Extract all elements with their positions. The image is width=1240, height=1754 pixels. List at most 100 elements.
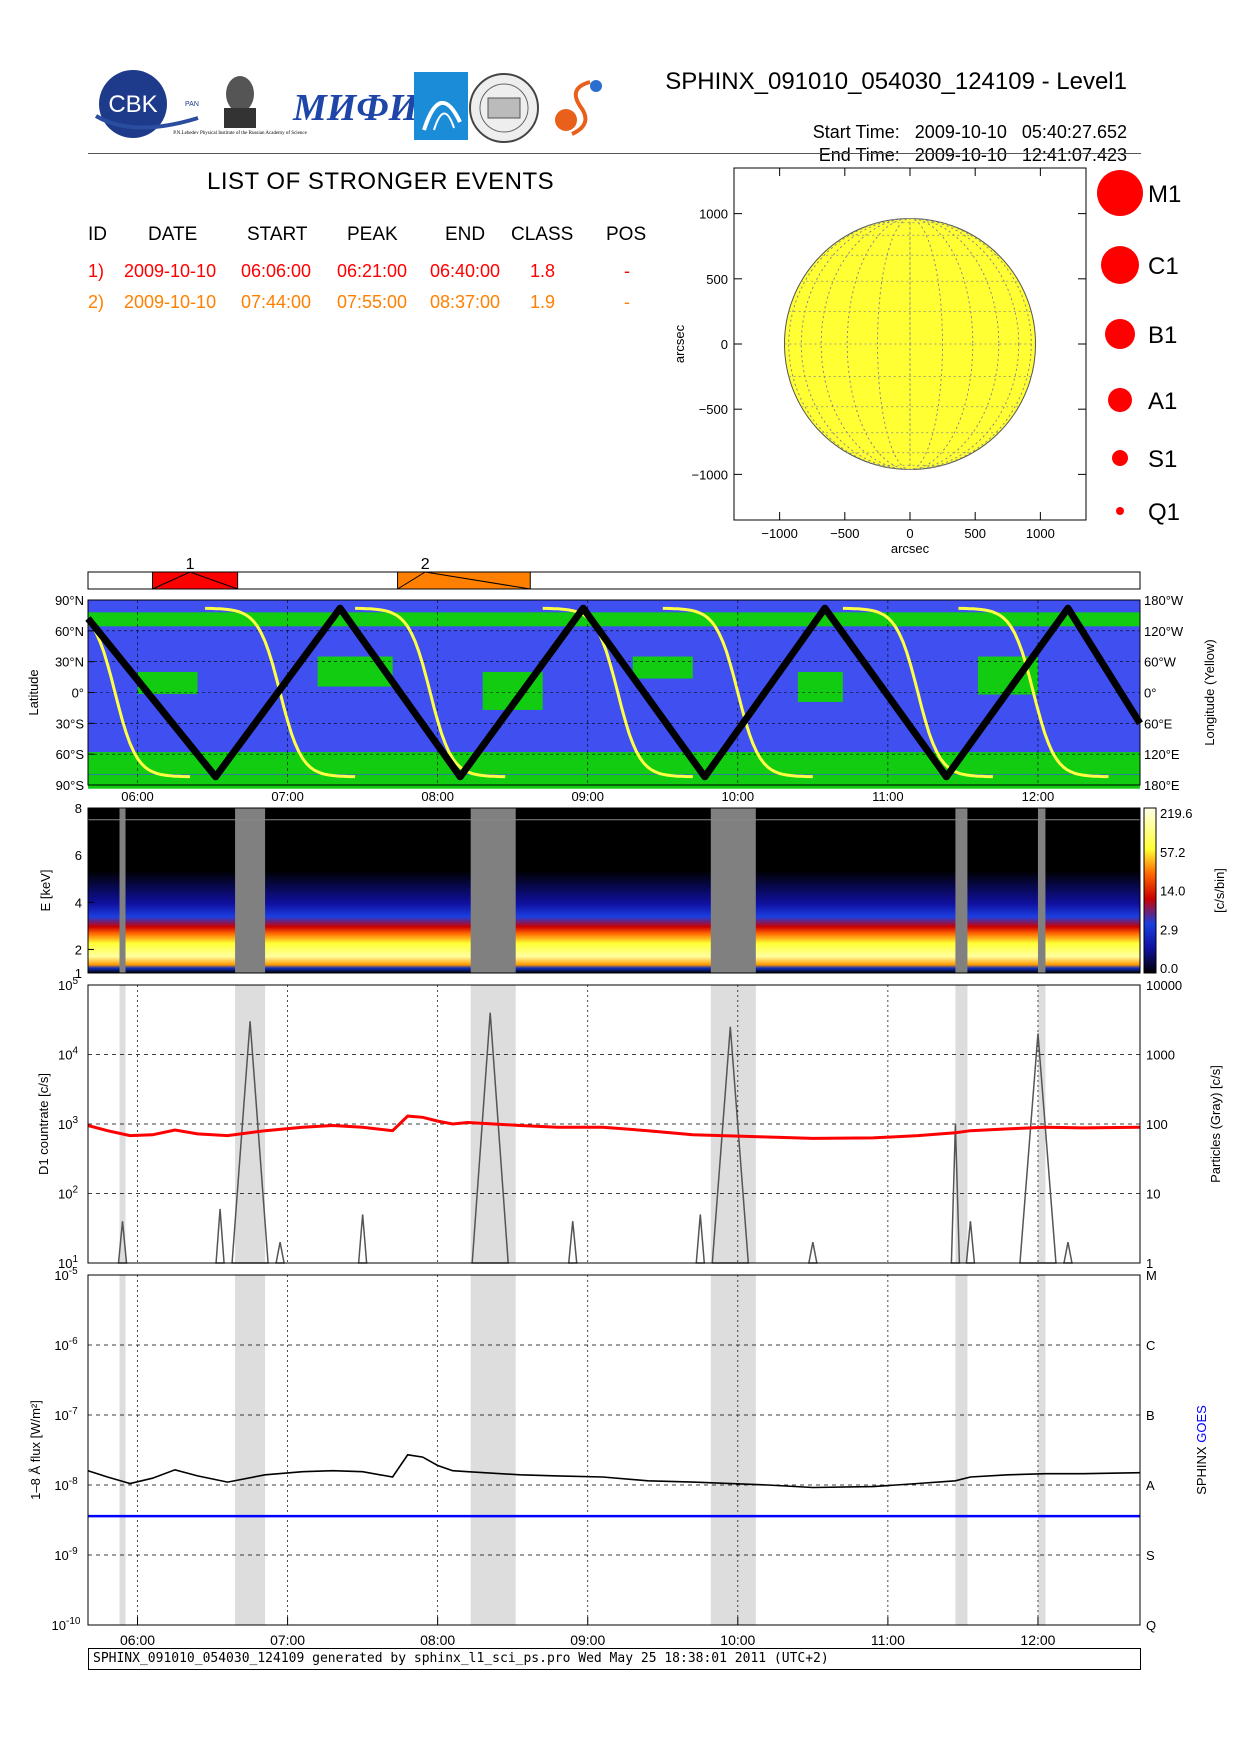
data-gap (119, 808, 126, 973)
flux-xtick-label: 09:00 (570, 1632, 605, 1648)
start-time-row: Start Time: 2009-10-10 05:40:27.652 (803, 101, 1127, 143)
sun-grid (784, 218, 1036, 470)
flux-shade (119, 1275, 126, 1625)
flux-xtick-label: 06:00 (120, 1632, 155, 1648)
sun-longitude-line (800, 218, 1020, 470)
particle-burst (275, 1241, 285, 1264)
event-peak: 07:55:00 (337, 292, 408, 312)
count-y2tick-label: 1000 (1146, 1048, 1175, 1063)
orbit-y2tick-label: 60°E (1144, 716, 1173, 731)
disk-xtick-label: 500 (964, 526, 986, 541)
event-start: 07:44:00 (241, 292, 312, 312)
flux-ytick-exponent: -7 (69, 1406, 78, 1417)
longitude-curve (542, 606, 693, 779)
orbit-xtick-label: 11:00 (872, 789, 904, 804)
start-date: 2009-10-10 (914, 122, 1007, 142)
particle-burst (357, 1214, 368, 1264)
orbit-xtick-label: 10:00 (722, 789, 755, 804)
event-end: 08:37:00 (430, 292, 501, 312)
count-y2tick-label: 100 (1146, 1117, 1168, 1132)
orbit-ytick-label: 90°S (56, 778, 85, 793)
flux-y2label-sphinx: SPHINX (1194, 1443, 1209, 1495)
end-time-row: End Time: 2009-10-10 12:41:07.423 (809, 124, 1127, 166)
size-label-m1: M1 (1148, 181, 1181, 208)
count-y2label-part: Particles ( (1208, 1124, 1223, 1182)
flux-shade (710, 1275, 756, 1625)
flux-ytick-label: 10-8 (54, 1476, 78, 1493)
flux-ytick-exponent: -10 (66, 1616, 81, 1627)
goes-class-label: M (1146, 1268, 1157, 1283)
count-ytick-exponent: 1 (72, 1254, 78, 1265)
event-bar (397, 571, 531, 590)
size-label-q1: Q1 (1148, 499, 1180, 526)
flux-shade (235, 1275, 266, 1625)
event-class: 1.9 (530, 292, 556, 312)
sphinx-flux-line (87, 1453, 1141, 1489)
count-ylabel: D1 countrate [c/s] (36, 1073, 51, 1175)
start-time: 05:40:27.652 (1021, 122, 1127, 142)
seal-logo (469, 73, 539, 143)
particle-shade (710, 985, 756, 1263)
timeline-frame (87, 571, 1141, 590)
footer-text: SPHINX_091010_054030_124109 generated by… (93, 1651, 829, 1666)
disk-xlabel: arcsec (891, 541, 930, 556)
col-id: ID (88, 224, 107, 245)
colorbar-tick-label: 2.9 (1160, 922, 1178, 937)
orbit-ytick-label: 60°N (55, 624, 84, 639)
orbit-chart: 90°N 180°W 60°N 120°W 30°N 60°W 0° 0° 30°S 60°E 60… (26, 593, 1217, 804)
event-id-label: 2 (421, 556, 430, 573)
orbit-y2tick-label: 180°W (1144, 593, 1184, 608)
flux-shade (470, 1275, 516, 1625)
flux-xtick-label: 08:00 (420, 1632, 455, 1648)
lebedev-logo-text: P.N.Lebedev Physical Institute of the Ru… (173, 131, 307, 136)
spec-ytick-label: 6 (75, 848, 82, 863)
event-peak: 06:21:00 (337, 261, 408, 281)
event-pos: - (624, 261, 630, 281)
event-row-2: 2) 2009-10-10 07:44:00 07:55:00 08:37:00… (0, 292, 700, 316)
data-gap (470, 808, 516, 973)
spec-ylabel: E [keV] (38, 870, 53, 912)
count-y2label-part: ) [c/s] (1208, 1065, 1223, 1097)
spec-ytick-label: 8 (75, 801, 82, 816)
event-id: 1) (88, 261, 105, 281)
event-id-label: 1 (186, 556, 195, 573)
data-gap (235, 808, 266, 973)
goes-class-label: A (1146, 1478, 1155, 1493)
col-end: END (445, 224, 486, 245)
particle-burst (1063, 1241, 1073, 1264)
goes-class-label: B (1146, 1408, 1155, 1423)
flux-ytick-exponent: -8 (69, 1476, 78, 1487)
orbit-ytick-label: 0° (72, 686, 84, 701)
count-ytick-label: 105 (58, 976, 78, 993)
col-start: START (247, 224, 308, 245)
event-class: 1.8 (530, 261, 556, 281)
data-gap (955, 808, 968, 973)
longitude-curve (958, 606, 1109, 779)
orbit-xtick-label: 07:00 (271, 789, 304, 804)
mifi-logo-text: МИФИ (292, 87, 420, 129)
goes-class-label: C (1146, 1338, 1155, 1353)
col-pos: POS (606, 224, 647, 245)
header-rule (88, 153, 1141, 154)
flux-ytick-label: 10-9 (54, 1546, 78, 1563)
longitude-curve (87, 620, 190, 779)
flux-ylabel: 1–8 Å flux [W/m²] (28, 1400, 43, 1500)
event-peak-marker (397, 571, 531, 590)
flux-shade (955, 1275, 968, 1625)
disk-xtick-label: 1000 (1026, 526, 1055, 541)
count-grid-v (137, 985, 1039, 1263)
disk-ytick-label: −1000 (691, 467, 728, 482)
coverage-band (88, 752, 1140, 775)
event-id: 2) (88, 292, 105, 312)
events-header-row: ID DATE START PEAK END CLASS POS (0, 224, 700, 248)
latitude-track (85, 604, 1143, 781)
ioffe-logo (414, 72, 468, 140)
count-y2tick-label: 1 (1146, 1256, 1153, 1271)
longitude-curve (842, 606, 993, 779)
event-bar (152, 571, 239, 590)
sun-longitude-line (788, 218, 1032, 470)
count-ytick-exponent: 5 (72, 976, 78, 987)
longitude-curve (662, 606, 813, 779)
